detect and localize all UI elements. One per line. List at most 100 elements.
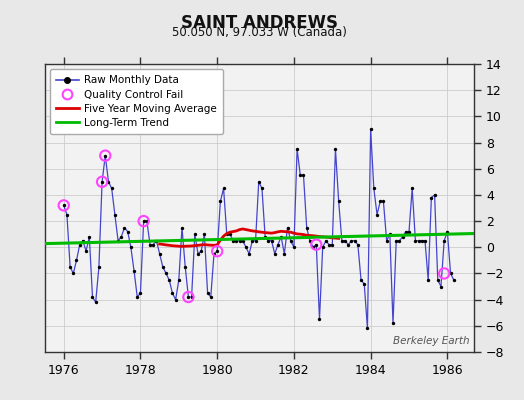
Text: Berkeley Earth: Berkeley Earth [394, 336, 470, 346]
Point [274, 242, 282, 248]
Point [334, 198, 343, 205]
Point [66, 264, 74, 270]
Point [443, 228, 452, 235]
Text: 50.050 N, 97.033 W (Canada): 50.050 N, 97.033 W (Canada) [172, 26, 347, 39]
Point [309, 244, 317, 250]
Point [95, 264, 103, 270]
Point [315, 316, 324, 322]
Point [312, 242, 321, 248]
Point [252, 238, 260, 244]
Point [411, 238, 420, 244]
Point [213, 248, 221, 254]
Point [363, 325, 372, 332]
Point [139, 218, 148, 224]
Point [184, 294, 193, 300]
Point [72, 257, 81, 264]
Point [283, 224, 292, 231]
Point [305, 238, 314, 244]
Point [392, 238, 400, 244]
Point [401, 228, 410, 235]
Point [347, 238, 356, 244]
Point [341, 238, 349, 244]
Point [181, 264, 189, 270]
Point [124, 228, 132, 235]
Point [89, 294, 97, 300]
Point [299, 172, 308, 178]
Point [229, 238, 237, 244]
Point [389, 320, 397, 326]
Point [174, 277, 183, 283]
Point [168, 290, 177, 296]
Point [136, 290, 145, 296]
Point [98, 179, 106, 185]
Point [337, 238, 346, 244]
Point [351, 238, 359, 244]
Point [344, 242, 353, 248]
Point [405, 228, 413, 235]
Point [203, 290, 212, 296]
Point [184, 294, 193, 300]
Point [357, 277, 365, 283]
Point [421, 238, 429, 244]
Point [287, 238, 295, 244]
Point [159, 264, 167, 270]
Point [101, 152, 110, 159]
Point [238, 238, 247, 244]
Point [171, 296, 180, 303]
Point [139, 218, 148, 224]
Point [325, 242, 333, 248]
Point [440, 270, 449, 277]
Point [395, 238, 403, 244]
Point [162, 270, 170, 277]
Point [75, 242, 84, 248]
Point [104, 179, 113, 185]
Point [143, 218, 151, 224]
Point [213, 248, 221, 254]
Point [127, 244, 135, 250]
Point [328, 242, 336, 248]
Point [92, 299, 100, 306]
Point [146, 242, 154, 248]
Point [226, 231, 234, 237]
Point [235, 238, 244, 244]
Point [267, 238, 276, 244]
Point [107, 185, 116, 192]
Point [331, 146, 340, 152]
Point [430, 192, 439, 198]
Legend: Raw Monthly Data, Quality Control Fail, Five Year Moving Average, Long-Term Tren: Raw Monthly Data, Quality Control Fail, … [50, 69, 223, 134]
Point [433, 277, 442, 283]
Point [232, 238, 241, 244]
Point [290, 244, 298, 250]
Point [360, 281, 368, 287]
Point [60, 202, 68, 208]
Point [354, 242, 362, 248]
Point [322, 238, 330, 244]
Point [200, 231, 209, 237]
Point [117, 234, 125, 240]
Point [98, 179, 106, 185]
Point [258, 185, 266, 192]
Point [85, 234, 93, 240]
Point [79, 238, 87, 244]
Point [114, 238, 122, 244]
Point [69, 270, 78, 277]
Point [130, 268, 138, 274]
Point [437, 283, 445, 290]
Point [242, 244, 250, 250]
Point [440, 238, 449, 244]
Point [245, 251, 253, 257]
Point [149, 242, 157, 248]
Point [60, 202, 68, 208]
Point [414, 238, 423, 244]
Point [369, 185, 378, 192]
Point [178, 224, 186, 231]
Point [82, 248, 90, 254]
Point [191, 231, 199, 237]
Point [366, 126, 375, 133]
Point [293, 146, 301, 152]
Point [312, 242, 321, 248]
Point [121, 224, 129, 231]
Point [216, 198, 225, 205]
Point [152, 238, 161, 244]
Point [210, 251, 218, 257]
